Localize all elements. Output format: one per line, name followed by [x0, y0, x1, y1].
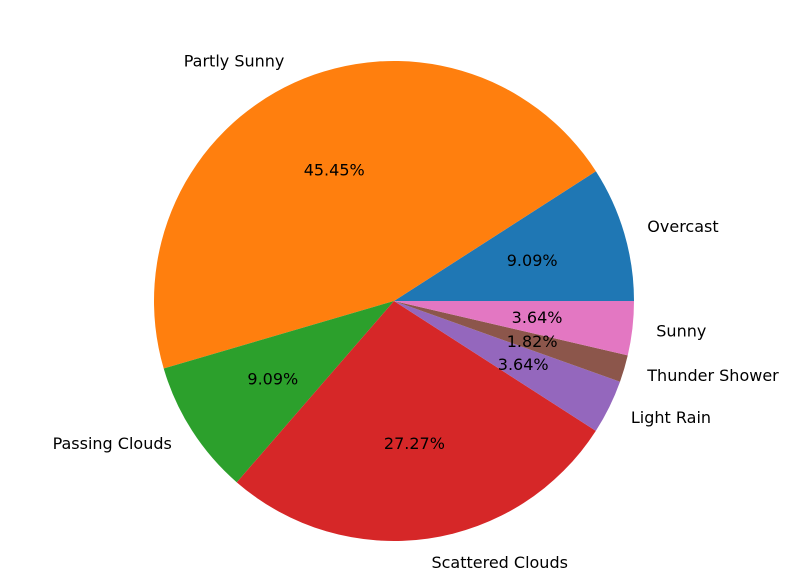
- percent-label-thunder-shower: 1.82%: [507, 332, 558, 351]
- pie-slice-thunder-shower: [394, 301, 628, 382]
- category-label-passing-clouds: Passing Clouds: [53, 434, 172, 453]
- category-label-light-rain: Light Rain: [631, 408, 711, 427]
- category-label-thunder-shower: Thunder Shower: [646, 366, 779, 385]
- pie-percent-labels: 9.09% 45.45% 9.09% 27.27% 3.64% 1.82% 3.64%: [247, 161, 562, 454]
- pie-slice-overcast: [394, 171, 634, 301]
- percent-label-overcast: 9.09%: [507, 251, 558, 270]
- category-label-overcast: Overcast: [647, 217, 718, 236]
- percent-label-light-rain: 3.64%: [498, 355, 549, 374]
- pie-slice-light-rain: [394, 301, 621, 431]
- percent-label-passing-clouds: 9.09%: [247, 369, 298, 388]
- pie-category-labels: Overcast Partly Sunny Passing Clouds Scatte…: [53, 51, 780, 571]
- percent-label-scattered-clouds: 27.27%: [384, 434, 445, 453]
- category-label-partly-sunny: Partly Sunny: [184, 51, 285, 70]
- category-label-sunny: Sunny: [656, 322, 706, 341]
- pie-slice-sunny: [394, 301, 634, 356]
- pie-slice-passing-clouds: [163, 301, 394, 483]
- pie-slices: [153, 60, 634, 541]
- pie-slice-partly-sunny: [153, 60, 596, 369]
- category-label-scattered-clouds: Scattered Clouds: [431, 553, 567, 572]
- percent-label-sunny: 3.64%: [512, 308, 563, 327]
- percent-label-partly-sunny: 45.45%: [304, 161, 365, 180]
- pie-slice-scattered-clouds: [236, 301, 596, 541]
